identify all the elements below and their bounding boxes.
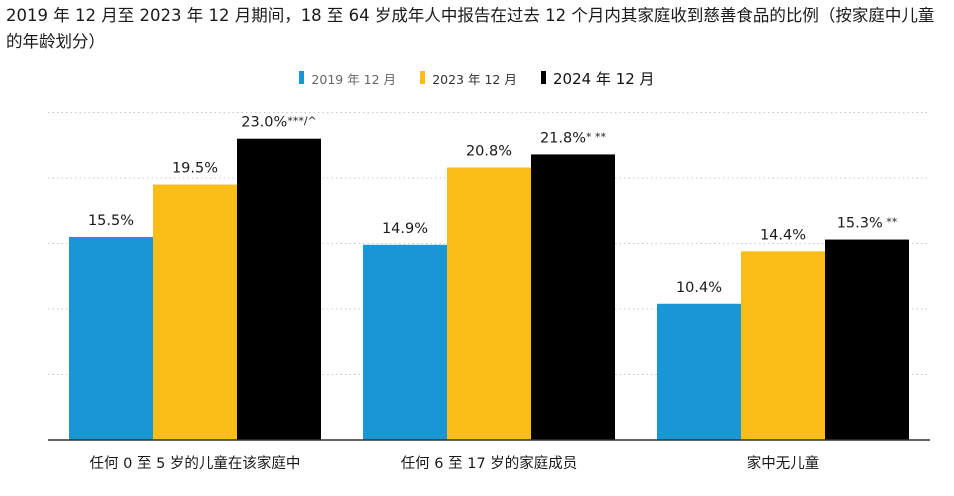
legend-label-2024: 2024 年 12 月 [552, 70, 655, 88]
legend-item-2023: 2023 年 12 月 [420, 69, 517, 88]
bar-1-2 [531, 154, 615, 441]
bar-label-1-1: 20.8% [466, 144, 512, 160]
chart-title: 2019 年 12 月至 2023 年 12 月期间，18 至 64 岁成年人中… [6, 6, 935, 51]
bar-1-0 [363, 244, 447, 440]
bar-2-1 [741, 251, 825, 440]
bar-0-2 [237, 138, 321, 440]
bar-label-2-1: 14.4% [760, 227, 806, 243]
bar-2-2 [825, 239, 909, 440]
bar-label-0-2: 23.0%***/^ [241, 115, 317, 131]
bar-label-1-2: 21.8%* ** [540, 130, 607, 146]
legend-swatch-2023 [420, 71, 426, 84]
bar-1-1 [447, 167, 531, 440]
legend-label-2023: 2023 年 12 月 [432, 72, 517, 87]
bar-2-0 [657, 303, 741, 440]
bar-0-1 [153, 184, 237, 440]
legend-item-2024: 2024 年 12 月 [540, 68, 655, 89]
legend-label-2019: 2019 年 12 月 [311, 72, 397, 87]
legend: 2019 年 12 月 2023 年 12 月 2024 年 12 月 [0, 68, 954, 96]
bar-0-0 [69, 236, 153, 440]
bar-label-0-0: 15.5% [88, 213, 134, 229]
legend-swatch-2019 [299, 71, 305, 84]
category-label-0: 任何 0 至 5 岁的儿童在该家庭中 [90, 454, 301, 472]
bar-label-2-0: 10.4% [676, 280, 722, 296]
legend-swatch-2024 [540, 71, 546, 84]
category-label-1: 任何 6 至 17 岁的家庭成员 [401, 455, 578, 472]
bar-label-0-1: 19.5% [172, 161, 218, 177]
category-label-2: 家中无儿童 [747, 454, 820, 472]
bar-label-1-0: 14.9% [382, 221, 428, 237]
legend-item-2019: 2019 年 12 月 [299, 69, 396, 88]
bar-label-2-2: 15.3% ** [837, 216, 898, 232]
